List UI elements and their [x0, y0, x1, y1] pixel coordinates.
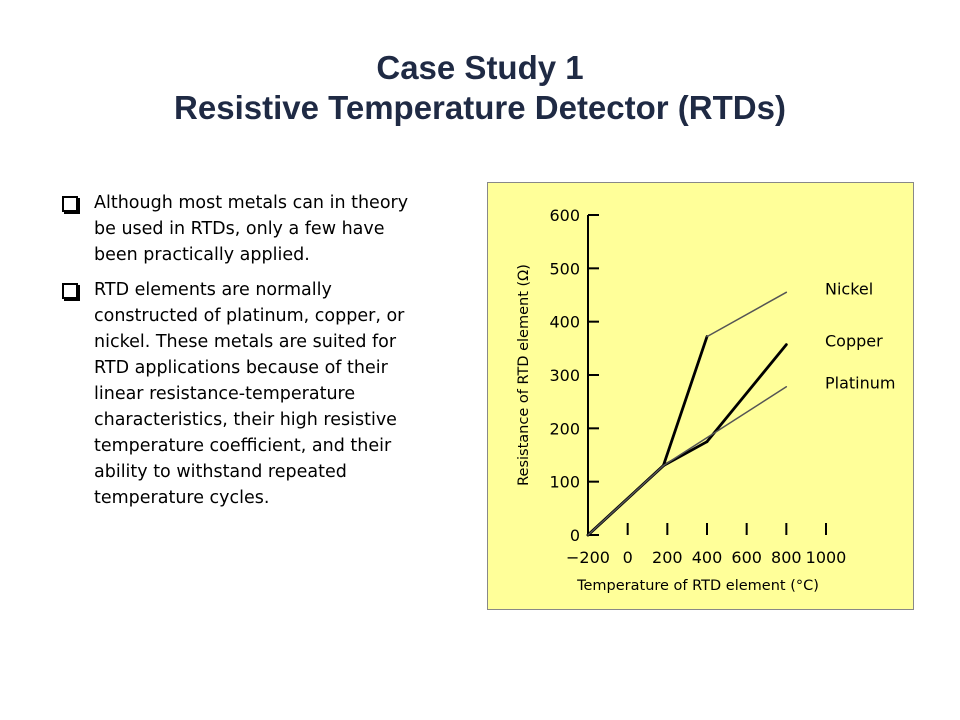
series-lines: [586, 291, 788, 537]
y-axis-ticks: 0 100 200 300 400 500 600: [549, 206, 599, 545]
x-axis-label: Temperature of RTD element (°C): [576, 578, 819, 594]
x-tick-label: 600: [731, 548, 762, 567]
y-tick-label: 0: [570, 526, 580, 545]
title-line-1: Case Study 1: [376, 49, 584, 86]
x-tick-label: −200: [566, 548, 610, 567]
x-tick-label: 200: [652, 548, 683, 567]
bullet-text: RTD elements are normally constructed of…: [94, 280, 405, 508]
series-label-copper: Copper: [825, 332, 883, 351]
slide-title: Case Study 1 Resistive Temperature Detec…: [0, 48, 960, 128]
title-line-2: Resistive Temperature Detector (RTDs): [174, 89, 786, 126]
x-axis-ticks: −200 0 200 400 600 800 1000: [566, 523, 846, 567]
y-tick-label: 200: [549, 419, 580, 438]
rtd-chart: 0 100 200 300 400 500 600 −200 0 200 400 600 800 100…: [516, 206, 895, 594]
series-label-nickel: Nickel: [825, 279, 873, 298]
bullet-list: Although most metals can in theory be us…: [60, 190, 410, 520]
series-segment-nickel: [661, 335, 709, 468]
hollow-square-bullet-icon: [62, 283, 78, 299]
y-tick-label: 300: [549, 366, 580, 385]
x-tick-label: 0: [623, 548, 633, 567]
series-segment-copper: [705, 343, 788, 444]
series-segment-platinum: [587, 464, 665, 536]
x-tick-label: 1000: [806, 548, 847, 567]
y-axis-label: Resistance of RTD element (Ω): [516, 264, 532, 486]
bullet-item: RTD elements are normally constructed of…: [60, 277, 410, 511]
y-tick-label: 400: [549, 313, 580, 332]
bullet-text: Although most metals can in theory be us…: [94, 193, 409, 265]
hollow-square-bullet-icon: [62, 196, 78, 212]
y-tick-label: 100: [549, 473, 580, 492]
bullet-item: Although most metals can in theory be us…: [60, 190, 410, 268]
series-labels: Nickel Copper Platinum: [825, 279, 895, 392]
series-segment-platinum: [662, 385, 788, 467]
rtd-chart-figure: 0 100 200 300 400 500 600 −200 0 200 400 600 800 100…: [487, 182, 914, 610]
x-tick-label: 800: [771, 548, 802, 567]
series-segment-nickel: [706, 291, 788, 338]
x-tick-label: 400: [692, 548, 723, 567]
y-tick-label: 600: [549, 206, 580, 225]
series-label-platinum: Platinum: [825, 374, 895, 393]
y-tick-label: 500: [549, 259, 580, 278]
